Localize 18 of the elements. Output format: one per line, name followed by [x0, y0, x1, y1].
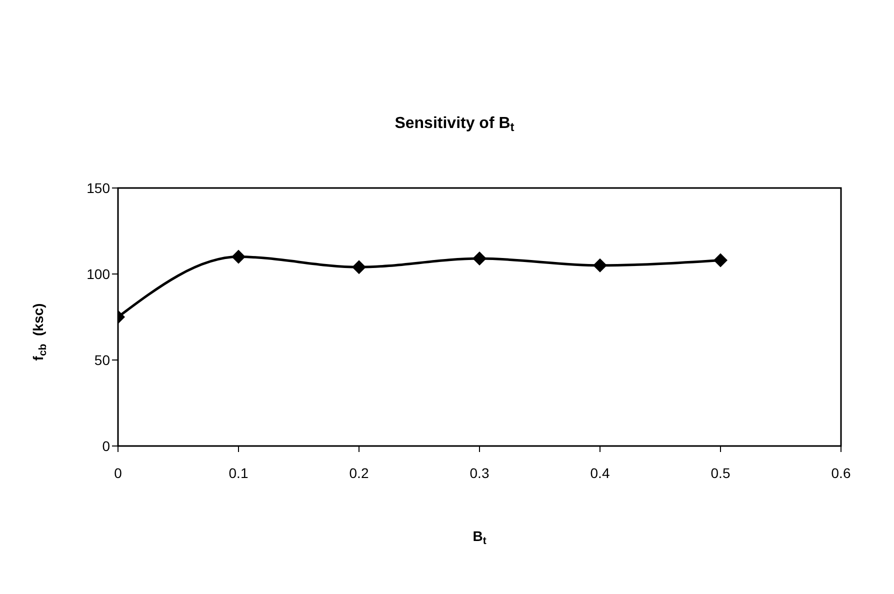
- x-tick-label: 0.4: [590, 464, 610, 481]
- point: [472, 252, 486, 266]
- x-tick-label: 0.3: [470, 464, 490, 481]
- point: [352, 260, 366, 274]
- x-axis-title: B$_{t}$: [472, 528, 487, 547]
- point: [714, 253, 728, 268]
- x-tick-label: 0: [114, 464, 122, 481]
- x-tick-label: 0.1: [228, 464, 248, 481]
- y-tick-label: 0: [102, 438, 110, 454]
- y-tick-label: 150: [86, 180, 110, 196]
- point: [593, 258, 607, 272]
- x-tick-label: 0.5: [710, 464, 730, 481]
- y-tick-label: 100: [86, 266, 110, 282]
- x-tick-label: 0.2: [349, 464, 369, 481]
- x-tick-label: 0.6: [831, 464, 851, 481]
- chart-title: Sensitivity of B$_{t}$: [394, 115, 514, 134]
- point: [232, 250, 246, 264]
- y-tick-label: 50: [94, 352, 110, 368]
